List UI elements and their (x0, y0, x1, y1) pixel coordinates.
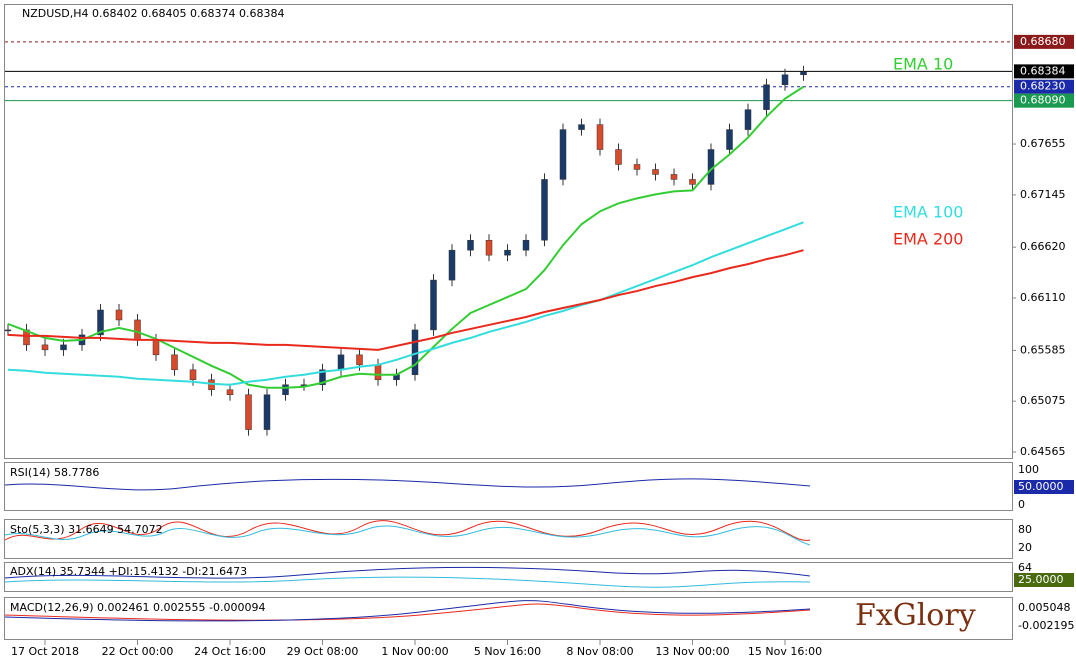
candle (226, 389, 234, 395)
panel-tick: 0 (1018, 498, 1025, 511)
candle (171, 354, 178, 371)
price-box (1014, 64, 1074, 79)
ema-line (7, 85, 805, 389)
panel-title: Sto(5,3,3) 31.6649 54.7072 (10, 523, 163, 536)
legend-entry: EMA 10 (893, 55, 953, 74)
y-tick-label: 0.66110 (1020, 291, 1066, 304)
candle (578, 124, 585, 130)
panel-tick: 50.0000 (1018, 480, 1064, 493)
adx-line (4, 566, 811, 579)
price-label: 0.68680 (1020, 35, 1066, 48)
candle (263, 394, 271, 430)
sto-signal (4, 525, 811, 546)
x-tick-label: 1 Nov 00:00 (381, 645, 448, 658)
candle (152, 339, 160, 356)
panel-box (1014, 480, 1074, 494)
price-box (1014, 93, 1074, 108)
candle (282, 384, 289, 395)
candle (448, 249, 456, 281)
candle (189, 369, 197, 381)
candle (4, 329, 12, 332)
candle (485, 239, 493, 256)
rsi-frame (4, 462, 1013, 511)
panel-title: MACD(12,26,9) 0.002461 0.002555 -0.00009… (10, 601, 265, 614)
candle (97, 309, 104, 336)
candle (670, 174, 678, 180)
candle (541, 179, 548, 241)
adx-frame (4, 562, 1013, 592)
candle (467, 239, 474, 251)
panel-tick: -0.002195 (1018, 619, 1074, 632)
price-label: 0.68090 (1020, 94, 1066, 107)
candle (689, 179, 696, 185)
y-tick-label: 0.65585 (1020, 343, 1066, 356)
ema-line (7, 249, 804, 351)
x-tick-label: 13 Nov 00:00 (655, 645, 729, 658)
x-tick-label: 22 Oct 00:00 (102, 645, 174, 658)
panel-title: RSI(14) 58.7786 (10, 466, 99, 479)
sto-line (4, 520, 811, 541)
macd-line (4, 600, 811, 622)
candle (319, 369, 326, 385)
x-tick-label: 8 Nov 08:00 (566, 645, 633, 658)
x-tick-label: 29 Oct 08:00 (287, 645, 359, 658)
candle (115, 309, 123, 321)
candle (337, 354, 345, 371)
y-tick-label: 0.64565 (1020, 445, 1066, 458)
panel-tick: 20 (1018, 541, 1032, 554)
candle (134, 319, 141, 341)
price-box (1014, 79, 1074, 94)
main-frame (4, 4, 1013, 459)
y-tick-label: 0.65075 (1020, 394, 1066, 407)
panel-tick: 25.0000 (1018, 573, 1064, 586)
symbol-header: NZDUSD,H4 0.68402 0.68405 0.68374 0.6838… (22, 7, 284, 20)
y-tick-label: 0.66620 (1020, 240, 1066, 253)
panel-tick: 100 (1018, 463, 1039, 476)
sto-frame (4, 519, 1013, 559)
candle (41, 344, 49, 351)
candle (781, 74, 789, 85)
panel-tick: 80 (1018, 523, 1032, 536)
candle (374, 364, 382, 381)
price-label: 0.68230 (1020, 80, 1066, 93)
candle (726, 129, 733, 150)
price-box (1014, 34, 1074, 49)
panel-tick: 0.005048 (1018, 601, 1071, 614)
candle (633, 164, 641, 170)
x-tick-label: 5 Nov 16:00 (474, 645, 541, 658)
y-tick-label: 0.67655 (1020, 137, 1066, 150)
macd-frame (4, 597, 1013, 640)
candle (652, 169, 659, 175)
candle (615, 149, 622, 165)
rsi-line (4, 478, 811, 491)
candle (800, 71, 807, 76)
candle (559, 129, 567, 180)
panel-tick: 64 (1018, 561, 1032, 574)
candle (60, 344, 67, 351)
macd-signal (4, 603, 811, 621)
candle (522, 239, 530, 251)
candle (596, 124, 604, 150)
x-tick-label: 17 Oct 2018 (11, 645, 79, 658)
x-tick-label: 15 Nov 16:00 (748, 645, 822, 658)
legend-entry: EMA 200 (893, 230, 963, 249)
panel-title: ADX(14) 35.7344 +DI:15.4132 -DI:21.6473 (10, 565, 247, 578)
candle (744, 109, 752, 130)
candle (245, 394, 252, 430)
candle (356, 354, 363, 366)
x-tick-label: 24 Oct 16:00 (194, 645, 266, 658)
logo: FxGlory (855, 598, 976, 633)
candle (763, 84, 770, 110)
ema-line (7, 221, 804, 386)
price-label: 0.68384 (1020, 64, 1066, 77)
di-plus (4, 576, 811, 588)
candle (504, 249, 511, 256)
legend-entry: EMA 100 (893, 203, 963, 222)
y-tick-label: 0.67145 (1020, 188, 1066, 201)
candle (430, 279, 437, 331)
panel-box (1014, 573, 1074, 587)
